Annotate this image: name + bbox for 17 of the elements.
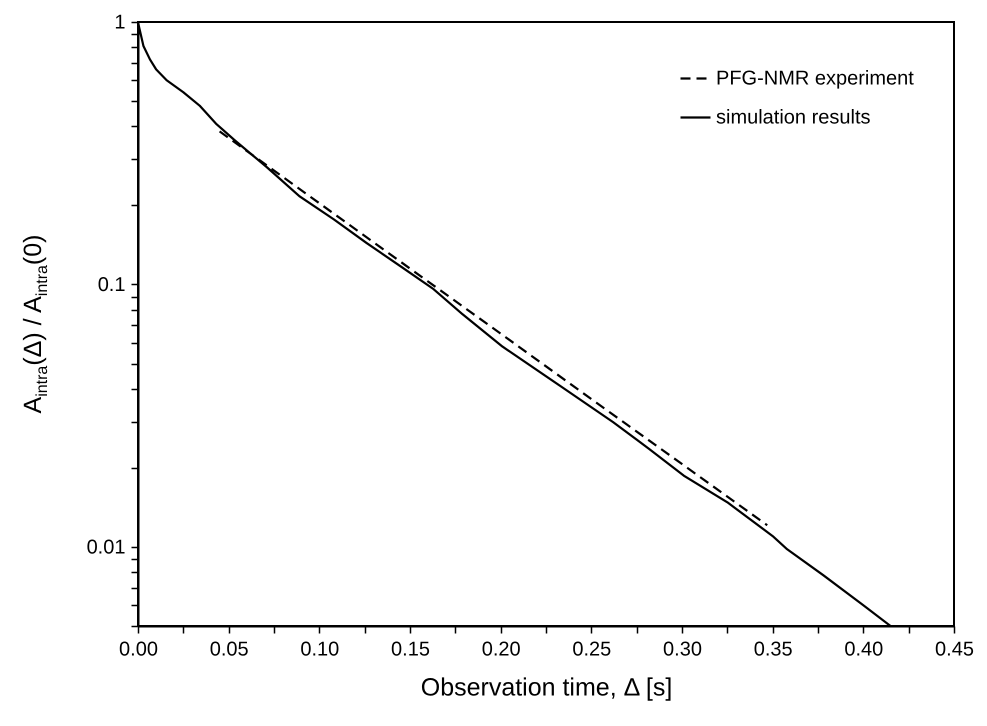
x-tick-label: 0.20 (482, 638, 521, 660)
x-tick-label: 0.00 (119, 638, 158, 660)
x-axis-title: Observation time, Δ [s] (420, 674, 672, 702)
x-tick-label: 0.15 (391, 638, 430, 660)
y-tick-label: 1 (114, 12, 126, 34)
x-tick-label: 0.35 (754, 638, 793, 660)
y-tick-label: 0.01 (86, 536, 126, 558)
x-tick-label: 0.40 (844, 638, 884, 660)
x-tick-label: 0.10 (300, 638, 340, 660)
x-tick-label: 0.45 (935, 638, 974, 660)
line-series (218, 130, 768, 526)
x-tick-label: 0.25 (572, 638, 612, 660)
y-tick-label: 0.1 (98, 274, 126, 296)
x-tick-label: 0.05 (210, 638, 249, 660)
legend-label: simulation results (716, 106, 871, 128)
x-tick-label: 0.30 (663, 638, 702, 660)
legend-label: PFG-NMR experiment (716, 68, 914, 90)
